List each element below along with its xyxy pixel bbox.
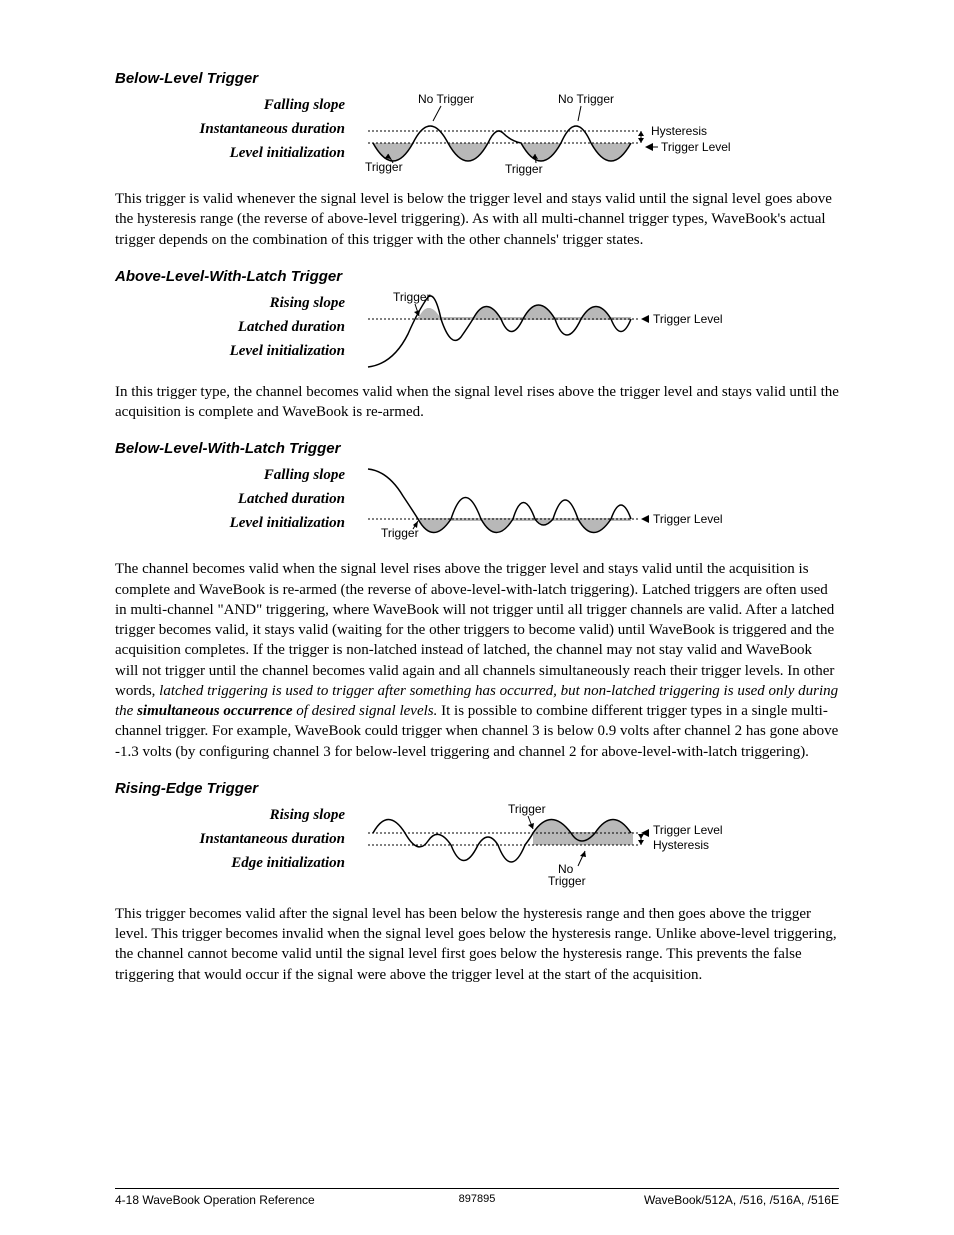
- hysteresis-label: Hysteresis: [651, 124, 707, 138]
- no-trigger-label: No Trigger: [558, 92, 614, 106]
- trigger-block: Rising slope Latched duration Level init…: [115, 289, 839, 374]
- no-trigger-label: Trigger: [548, 874, 586, 888]
- label-slope: Rising slope: [115, 803, 345, 827]
- hysteresis-label: Hysteresis: [653, 838, 709, 852]
- section-title: Rising-Edge Trigger: [115, 780, 839, 797]
- trigger-level-label: Trigger Level: [653, 312, 723, 326]
- label-slope: Falling slope: [115, 463, 345, 487]
- section-above-latch: Above-Level-With-Latch Trigger Rising sl…: [115, 268, 839, 423]
- trigger-labels: Falling slope Instantaneous duration Lev…: [115, 91, 363, 165]
- section-body: In this trigger type, the channel become…: [115, 382, 839, 423]
- trigger-labels: Falling slope Latched duration Level ini…: [115, 461, 363, 535]
- label-init: Level initialization: [115, 339, 345, 363]
- diagram-above-latch: Trigger Trigger Level: [363, 289, 763, 374]
- trigger-labels: Rising slope Instantaneous duration Edge…: [115, 801, 363, 875]
- section-below-latch: Below-Level-With-Latch Trigger Falling s…: [115, 440, 839, 762]
- trigger-labels: Rising slope Latched duration Level init…: [115, 289, 363, 363]
- section-title: Below-Level-With-Latch Trigger: [115, 440, 839, 457]
- footer-center: 897895: [115, 1193, 839, 1205]
- label-duration: Instantaneous duration: [115, 827, 345, 851]
- section-body: This trigger becomes valid after the sig…: [115, 904, 839, 985]
- page: Below-Level Trigger Falling slope Instan…: [0, 0, 954, 1235]
- no-trigger-label: No Trigger: [418, 92, 474, 106]
- label-duration: Latched duration: [115, 315, 345, 339]
- label-init: Level initialization: [115, 141, 345, 165]
- trigger-label: Trigger: [505, 162, 543, 176]
- trigger-block: Falling slope Instantaneous duration Lev…: [115, 91, 839, 181]
- trigger-label: Trigger: [393, 290, 431, 304]
- section-title: Below-Level Trigger: [115, 70, 839, 87]
- section-below-level: Below-Level Trigger Falling slope Instan…: [115, 70, 839, 250]
- diagram-below-latch: Trigger Trigger Level: [363, 461, 763, 551]
- label-slope: Falling slope: [115, 93, 345, 117]
- trigger-block: Rising slope Instantaneous duration Edge…: [115, 801, 839, 896]
- label-init: Edge initialization: [115, 851, 345, 875]
- label-slope: Rising slope: [115, 291, 345, 315]
- trigger-block: Falling slope Latched duration Level ini…: [115, 461, 839, 551]
- trigger-level-label: Trigger Level: [653, 823, 723, 837]
- section-body: The channel becomes valid when the signa…: [115, 559, 839, 762]
- trigger-label: Trigger: [365, 160, 403, 174]
- section-rising-edge: Rising-Edge Trigger Rising slope Instant…: [115, 780, 839, 985]
- trigger-label: Trigger: [381, 526, 419, 540]
- label-init: Level initialization: [115, 511, 345, 535]
- trigger-level-label: Trigger Level: [661, 140, 731, 154]
- diagram-rising-edge: Trigger No Trigger Trigger Level Hystere…: [363, 801, 763, 896]
- trigger-label: Trigger: [508, 802, 546, 816]
- page-footer: 4-18 WaveBook Operation Reference 897895…: [115, 1188, 839, 1207]
- section-body: This trigger is valid whenever the signa…: [115, 189, 839, 250]
- label-duration: Instantaneous duration: [115, 117, 345, 141]
- trigger-level-label: Trigger Level: [653, 512, 723, 526]
- section-title: Above-Level-With-Latch Trigger: [115, 268, 839, 285]
- label-duration: Latched duration: [115, 487, 345, 511]
- diagram-below-level: No Trigger No Trigger Trigger Trigger Hy…: [363, 91, 763, 181]
